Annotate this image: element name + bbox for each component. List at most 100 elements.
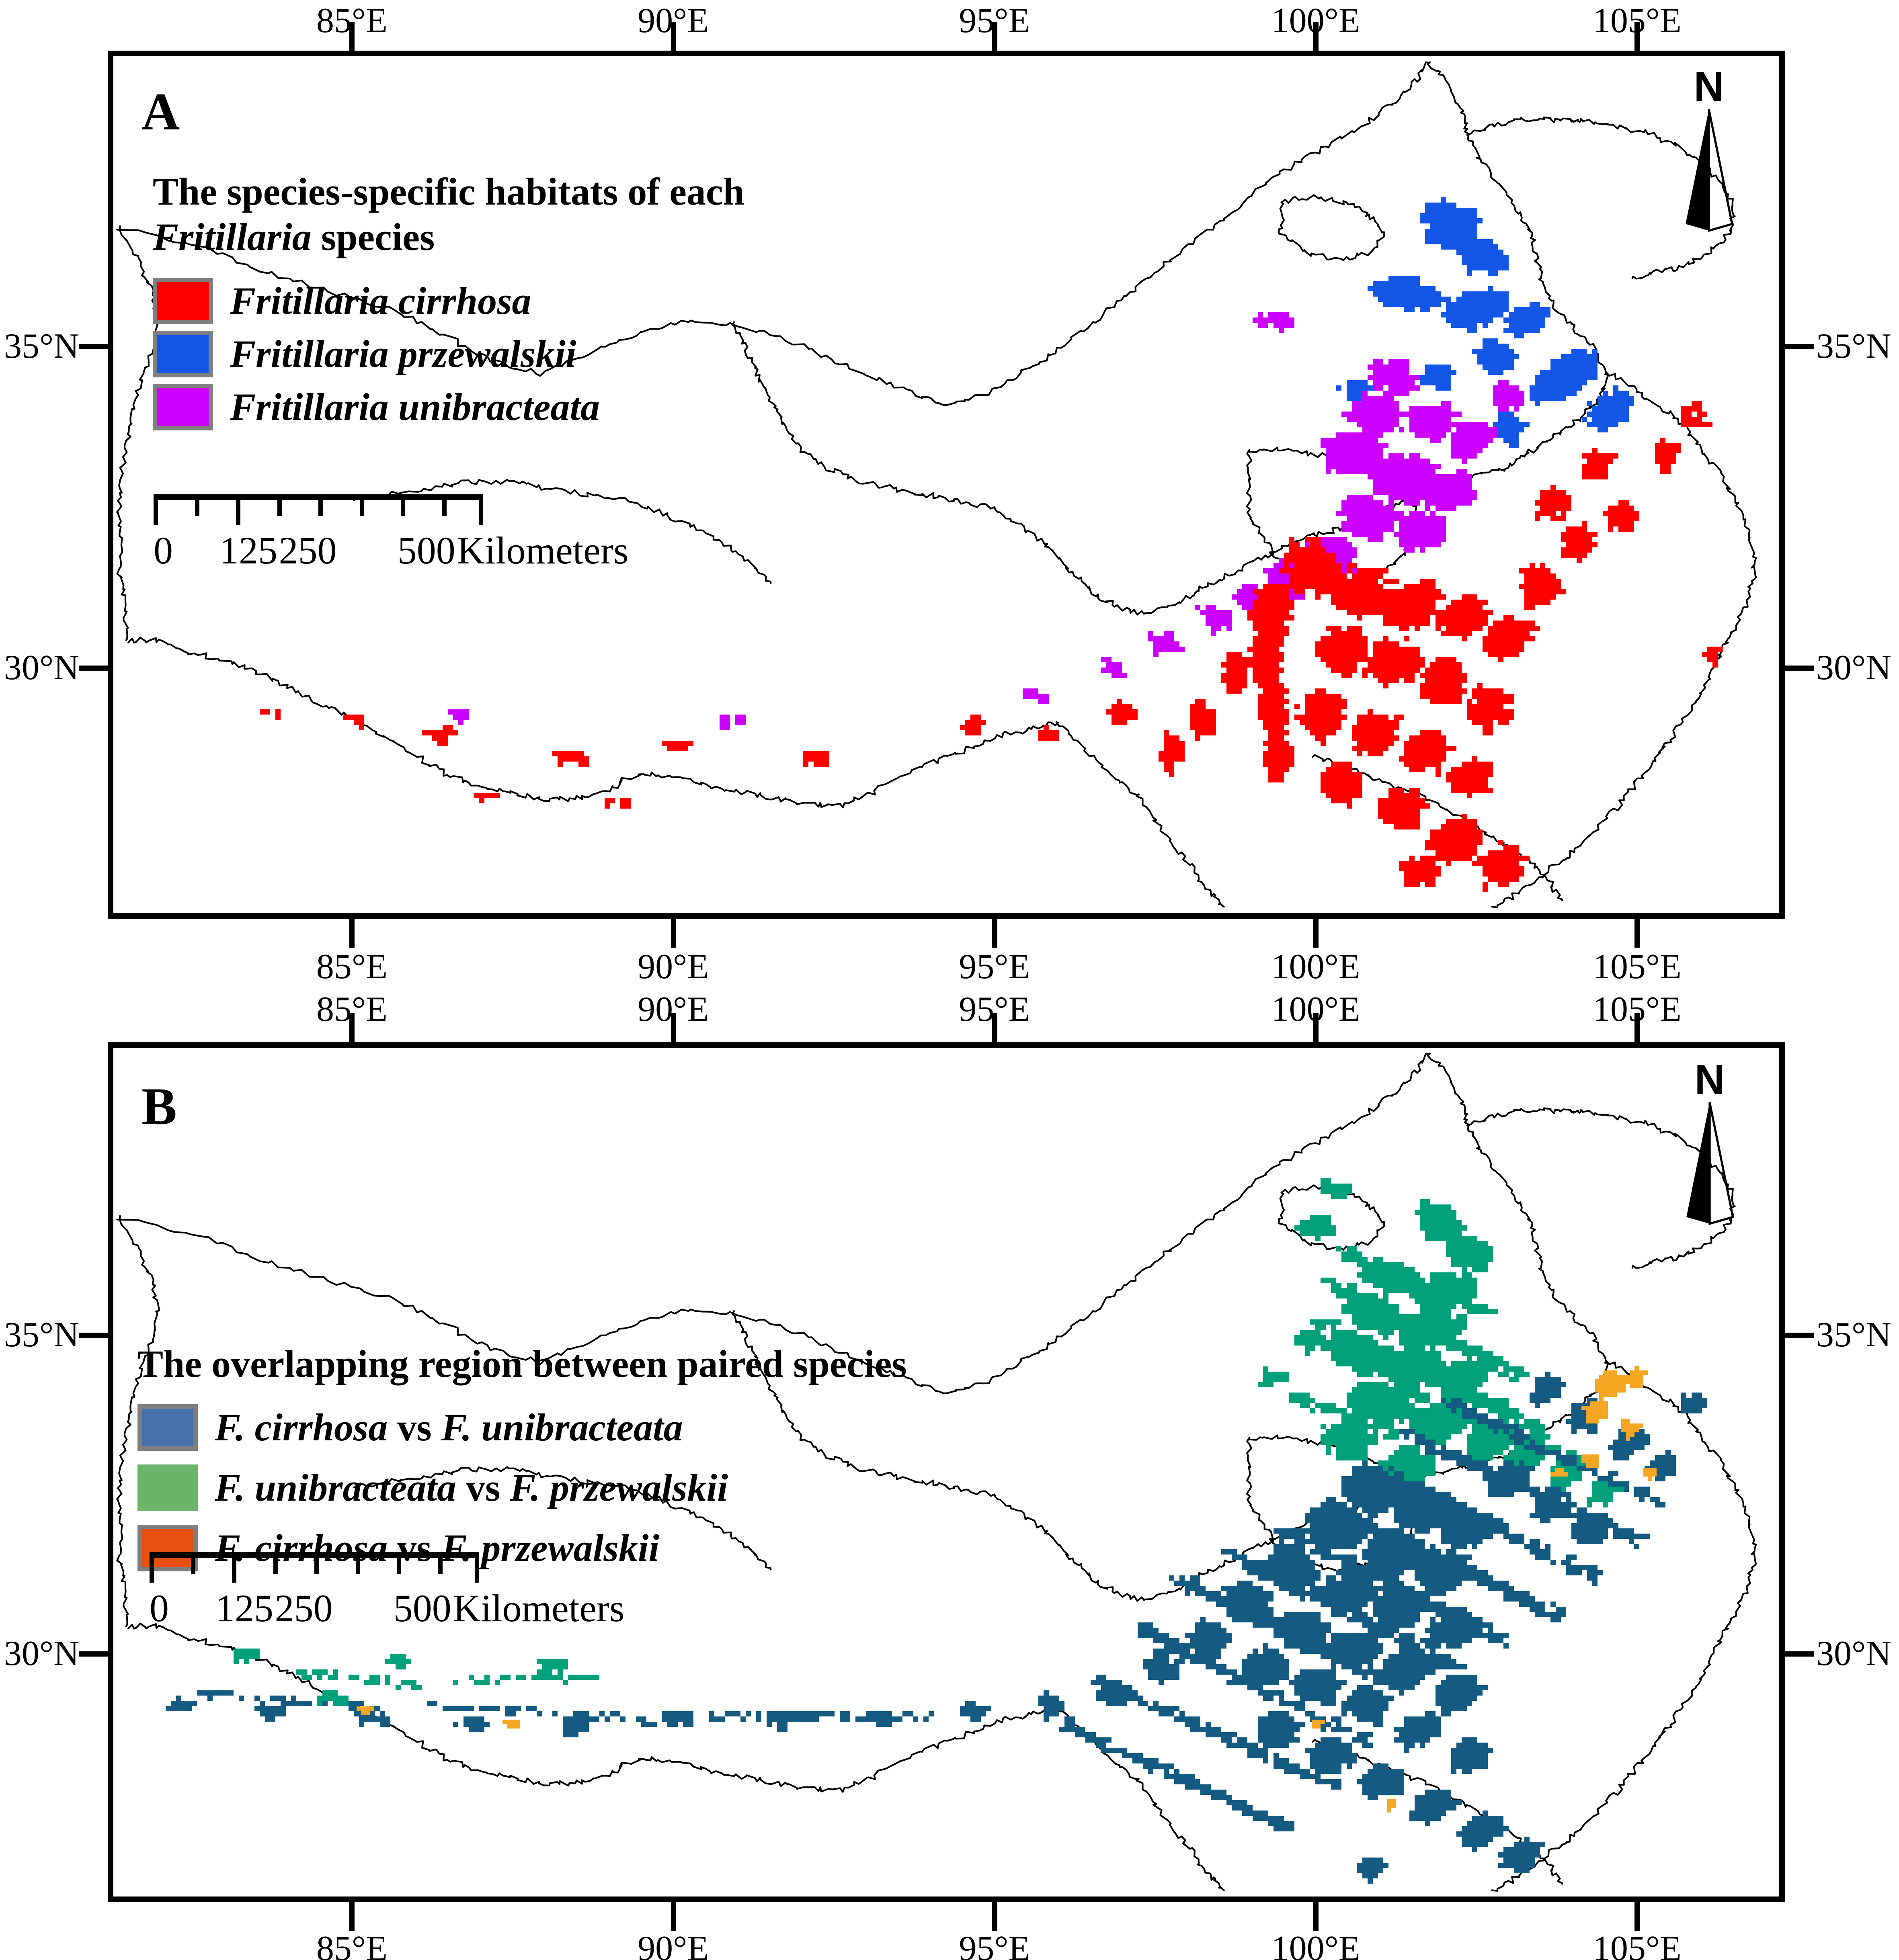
lat-label-right-A-30degN: 30°N xyxy=(1816,650,1891,686)
tick-longitude xyxy=(1634,22,1640,51)
north-arrow-glyph-a xyxy=(1686,109,1733,232)
scalebar-a: 0 125 250 500 Kilometers xyxy=(154,494,628,572)
tick-longitude xyxy=(992,1013,997,1042)
tick-longitude xyxy=(1634,919,1640,948)
species-raster-f5a623 xyxy=(357,1366,1657,1813)
legend-a-title-line1: The species-specific habitats of each xyxy=(153,169,744,214)
north-label-a: N xyxy=(1667,66,1751,108)
scalebar-b-tick xyxy=(273,1558,278,1574)
scalebar-a-labels: 0 125 250 500 Kilometers xyxy=(154,528,628,572)
scalebar-a-tick xyxy=(479,500,483,525)
legend-a-swatch-2 xyxy=(153,383,213,430)
lat-label-left-B-30degN: 30°N xyxy=(4,1636,79,1671)
tick-longitude xyxy=(1313,1013,1319,1042)
legend-a-row[interactable]: Fritillaria cirrhosa xyxy=(153,277,744,324)
scalebar-a-label: 0 xyxy=(154,528,173,573)
legend-b-row[interactable]: F. unibracteata vs F. przewalskii xyxy=(137,1464,907,1511)
scalebar-b-label: 500 xyxy=(394,1586,451,1630)
scalebar-b-unit: Kilometers xyxy=(453,1586,625,1630)
legend-a-label-1: Fritillaria przewalskii xyxy=(230,334,576,373)
legend-a-row[interactable]: Fritillaria unibracteata xyxy=(153,383,744,430)
north-label-b: N xyxy=(1667,1059,1752,1101)
lon-label-a-bottom-95degE: 95°E xyxy=(959,949,1030,985)
tick-latitude-right xyxy=(1785,666,1814,671)
tick-latitude-right xyxy=(1785,1333,1814,1338)
north-arrow-a: N xyxy=(1667,66,1751,234)
legend-b-swatch-0 xyxy=(137,1404,198,1451)
tick-longitude xyxy=(1313,919,1319,948)
scalebar-a-bar xyxy=(154,494,483,525)
tick-longitude xyxy=(671,22,676,51)
lon-label-bottom-100degE: 100°E xyxy=(1271,1931,1360,1960)
scalebar-a-tick xyxy=(318,500,323,516)
map-canvas-a xyxy=(116,61,1757,908)
scalebar-a-unit: Kilometers xyxy=(457,528,629,573)
scalebar-a-tick xyxy=(442,500,447,516)
tick-longitude xyxy=(992,1902,997,1931)
tick-latitude-left xyxy=(79,344,108,349)
scalebar-b-tick xyxy=(475,1558,479,1583)
lat-label-left-A-35degN: 35°N xyxy=(4,329,79,364)
scalebar-b: 0 125 250 500 Kilometers xyxy=(150,1552,624,1630)
scalebar-b-label: 0 xyxy=(150,1586,169,1630)
tick-longitude xyxy=(1634,1902,1640,1931)
scalebar-b-label: 125 xyxy=(215,1586,273,1630)
legend-a-row[interactable]: Fritillaria przewalskii xyxy=(153,330,744,377)
legend-b-swatch-2 xyxy=(137,1525,198,1572)
tick-latitude-left xyxy=(79,666,108,671)
tick-longitude xyxy=(671,919,676,948)
lon-label-a-bottom-100degE: 100°E xyxy=(1271,949,1360,985)
tick-longitude xyxy=(671,1013,676,1042)
tick-longitude xyxy=(992,22,997,51)
tick-longitude xyxy=(992,919,997,948)
tick-longitude xyxy=(349,22,355,51)
tick-longitude xyxy=(349,1902,355,1931)
lat-label-left-B-35degN: 35°N xyxy=(4,1317,79,1353)
lon-label-bottom-95degE: 95°E xyxy=(959,1931,1030,1960)
scalebar-a-label: 250 xyxy=(279,528,337,573)
scalebar-b-tick xyxy=(355,1558,360,1574)
lon-label-bottom-90degE: 90°E xyxy=(638,1931,709,1960)
tick-longitude xyxy=(1313,1902,1319,1931)
legend-a-label-2: Fritillaria unibracteata xyxy=(230,387,600,426)
north-arrow-glyph-b xyxy=(1686,1102,1734,1225)
scalebar-a-tick xyxy=(359,500,364,516)
lon-label-a-bottom-90degE: 90°E xyxy=(638,949,709,985)
legend-a-swatch-0 xyxy=(153,277,213,324)
tick-latitude-left xyxy=(79,1333,108,1338)
north-arrow-b: N xyxy=(1667,1059,1752,1227)
tick-longitude xyxy=(1634,1013,1640,1042)
tick-longitude xyxy=(671,1902,676,1931)
legend-a-swatch-1 xyxy=(153,330,213,377)
tick-longitude xyxy=(349,919,355,948)
scalebar-b-labels: 0 125 250 500 Kilometers xyxy=(150,1586,624,1630)
scalebar-b-tick xyxy=(150,1558,154,1583)
legend-a-label-0: Fritillaria cirrhosa xyxy=(230,281,531,320)
legend-a: The species-specific habitats of each Fr… xyxy=(153,169,744,430)
tick-longitude xyxy=(1313,22,1319,51)
lat-label-left-A-30degN: 30°N xyxy=(4,650,79,686)
legend-b-label-0: F. cirrhosa vs F. unibracteata xyxy=(215,1408,683,1447)
tick-longitude xyxy=(349,1013,355,1042)
legend-b-swatch-1 xyxy=(137,1464,198,1511)
panel-a-map[interactable]: A The species-specific habitats of each … xyxy=(108,51,1785,919)
lon-label-bottom-85degE: 85°E xyxy=(316,1931,388,1960)
tick-latitude-right xyxy=(1785,344,1814,349)
lon-label-a-bottom-85degE: 85°E xyxy=(316,949,388,985)
lon-label-bottom-105degE: 105°E xyxy=(1593,1931,1682,1960)
legend-b-label-1: F. unibracteata vs F. przewalskii xyxy=(215,1468,728,1507)
scalebar-a-label: 125 xyxy=(219,528,277,573)
lat-label-right-A-35degN: 35°N xyxy=(1816,329,1891,364)
species-raster-ff0000 xyxy=(260,401,1723,892)
panel-b-map[interactable]: B The overlapping region between paired … xyxy=(108,1042,1785,1902)
legend-b-row[interactable]: F. cirrhosa vs F. unibracteata xyxy=(137,1404,907,1451)
scalebar-a-tick xyxy=(154,500,158,525)
scalebar-b-tick xyxy=(232,1558,236,1583)
scalebar-a-label: 500 xyxy=(398,528,455,573)
lat-label-right-B-35degN: 35°N xyxy=(1816,1317,1891,1353)
tick-latitude-right xyxy=(1785,1651,1814,1657)
legend-a-title-line2: Fritillaria species xyxy=(153,214,744,260)
lat-label-right-B-30degN: 30°N xyxy=(1816,1636,1891,1671)
scalebar-a-tick xyxy=(277,500,282,516)
